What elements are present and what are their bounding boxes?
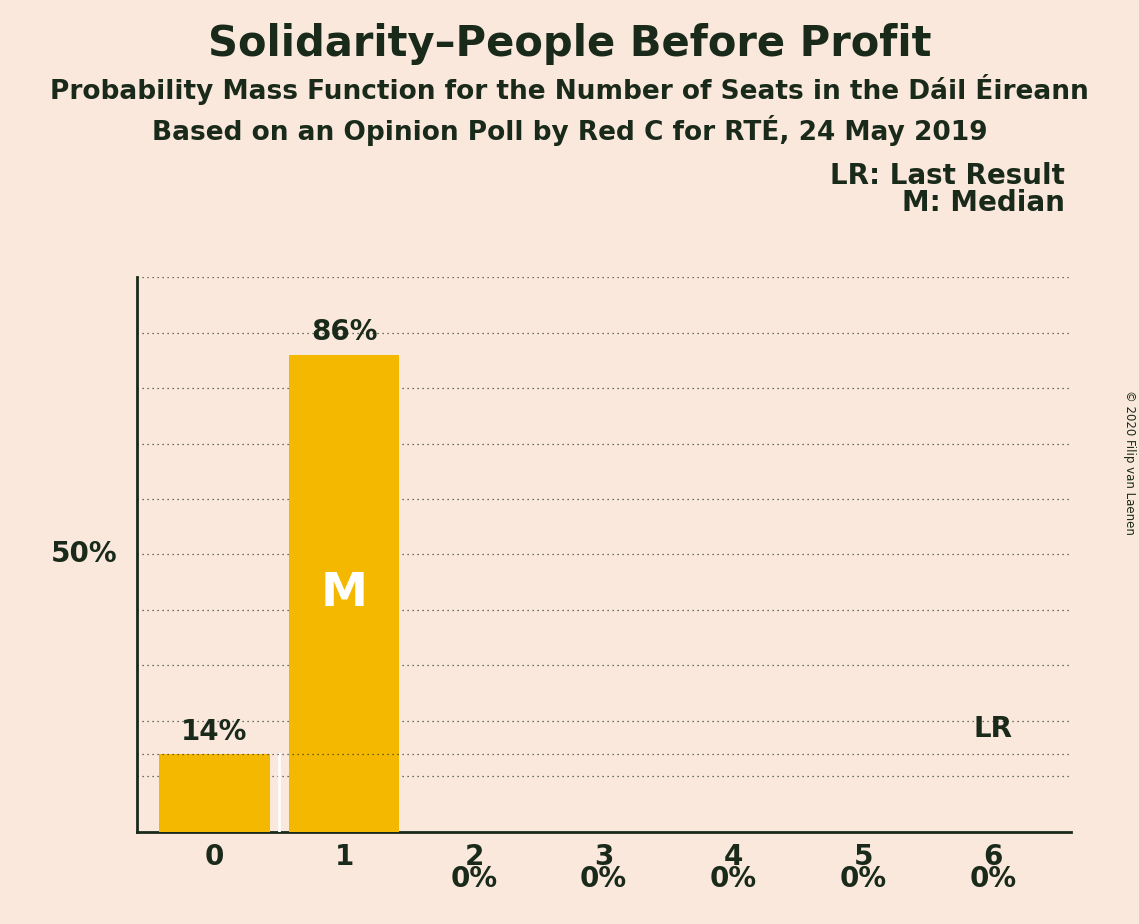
Text: © 2020 Filip van Laenen: © 2020 Filip van Laenen [1123,390,1137,534]
Text: 0%: 0% [580,865,628,893]
Text: Based on an Opinion Poll by Red C for RTÉ, 24 May 2019: Based on an Opinion Poll by Red C for RT… [151,116,988,147]
Text: LR: LR [974,715,1013,743]
Text: LR: Last Result: LR: Last Result [830,162,1065,189]
Text: Solidarity–People Before Profit: Solidarity–People Before Profit [207,23,932,65]
Text: 14%: 14% [181,718,247,746]
Text: 0%: 0% [450,865,498,893]
Text: M: M [321,571,368,615]
Text: Probability Mass Function for the Number of Seats in the Dáil Éireann: Probability Mass Function for the Number… [50,74,1089,105]
Text: 0%: 0% [710,865,757,893]
Text: M: Median: M: Median [902,189,1065,217]
Text: 0%: 0% [969,865,1016,893]
Text: 0%: 0% [839,865,886,893]
Bar [159,754,270,832]
Text: 86%: 86% [311,319,377,346]
Text: 50%: 50% [50,541,117,568]
Bar [289,355,400,832]
